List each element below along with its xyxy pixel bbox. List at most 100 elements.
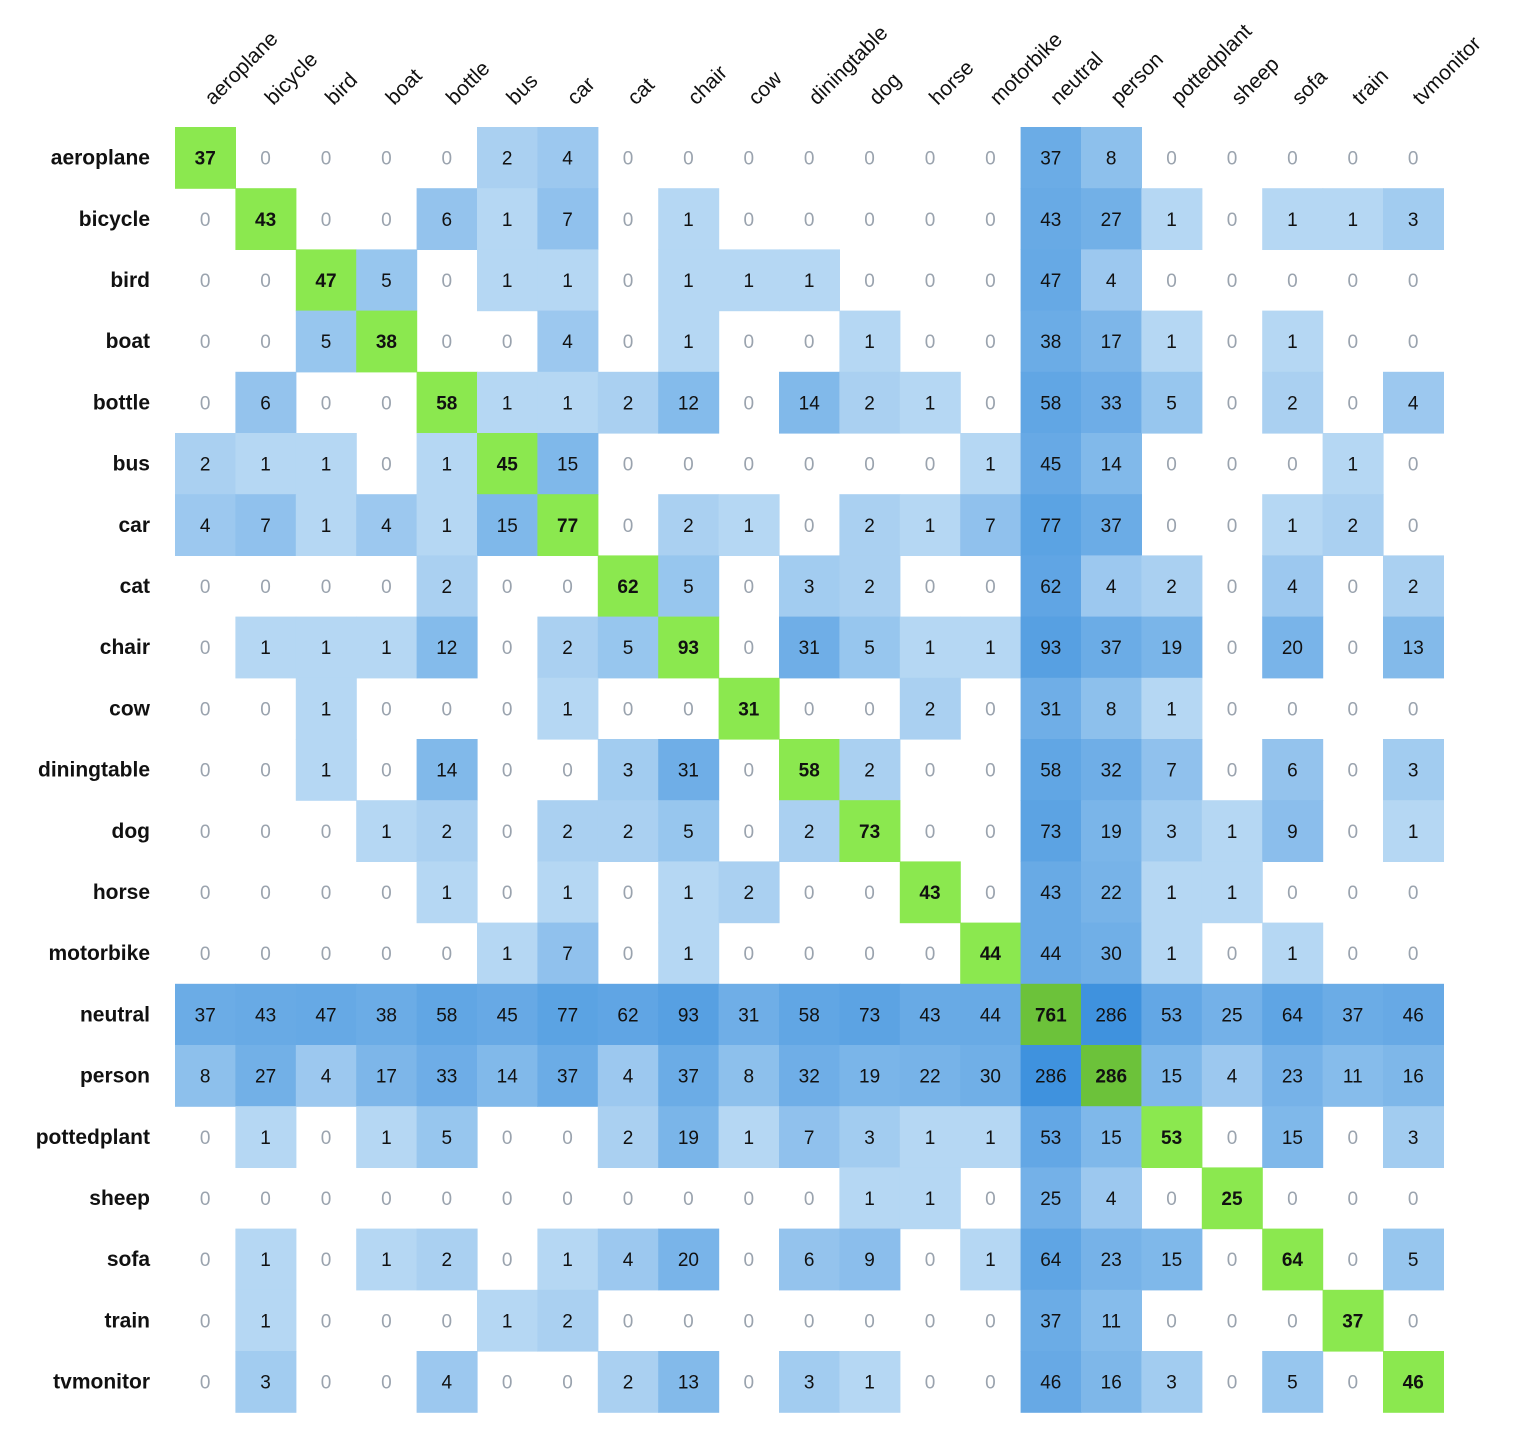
cell-value-person-cat: 4 (623, 1067, 634, 1088)
cell-value-sheep-pottedplant: 0 (1166, 1189, 1177, 1210)
cell-value-sofa-motorbike: 1 (985, 1250, 996, 1271)
heatmap-cell-diningtable-bottle (416, 739, 478, 801)
heatmap-cell-neutral-bottle (416, 983, 478, 1046)
cell-value-tvmonitor-bus: 0 (502, 1373, 513, 1394)
row-label-neutral: neutral (80, 1003, 150, 1026)
cell-value-sheep-train: 0 (1348, 1189, 1359, 1210)
cell-value-bottle-sofa: 2 (1287, 393, 1298, 414)
cell-value-sofa-bird: 0 (321, 1250, 332, 1271)
heatmap-cell-cow-neutral (1020, 677, 1082, 740)
cell-value-neutral-bicycle: 43 (255, 1005, 276, 1026)
cell-value-sheep-dog: 1 (864, 1189, 875, 1210)
row-label-sofa: sofa (107, 1248, 151, 1271)
heatmap-cell-boat-dog (839, 310, 901, 373)
cell-value-pottedplant-person: 15 (1101, 1128, 1122, 1149)
heatmap-cell-bird-boat (356, 249, 418, 312)
heatmap-cell-pottedplant-dog (839, 1106, 901, 1168)
heatmap-cell-dog-chair (658, 800, 720, 862)
cell-value-cat-dog: 2 (864, 577, 875, 598)
heatmap-cell-car-bus (477, 494, 538, 556)
heatmap-cell-neutral-cow (718, 983, 780, 1046)
cell-value-diningtable-tvmonitor: 3 (1408, 761, 1419, 782)
cell-value-bicycle-bicycle: 43 (255, 210, 276, 231)
cell-value-sofa-bicycle: 1 (260, 1250, 271, 1271)
cell-value-bicycle-boat: 0 (381, 210, 392, 231)
heatmap-cell-sofa-person (1081, 1228, 1142, 1291)
row-label-cat: cat (120, 575, 150, 598)
cell-value-tvmonitor-cow: 0 (744, 1373, 755, 1394)
heatmap-cell-bird-bird (295, 249, 357, 312)
cell-value-motorbike-diningtable: 0 (804, 944, 815, 965)
cell-value-cow-person: 8 (1106, 699, 1117, 720)
heatmap-cell-bicycle-sofa (1262, 188, 1324, 250)
column-label-tvmonitor: tvmonitor (1408, 32, 1485, 109)
heatmap-cell-tvmonitor-chair (658, 1351, 720, 1413)
cell-value-boat-aeroplane: 0 (200, 332, 211, 353)
cell-value-bottle-bicycle: 6 (260, 393, 271, 414)
cell-value-neutral-cat: 62 (617, 1005, 638, 1026)
cell-value-bottle-boat: 0 (381, 393, 392, 414)
cell-value-person-motorbike: 30 (980, 1067, 1001, 1088)
column-label-car: car (563, 73, 600, 110)
cell-value-diningtable-dog: 2 (864, 761, 875, 782)
heatmap-cell-person-person (1081, 1045, 1142, 1107)
heatmap-cell-motorbike-motorbike (960, 922, 1022, 985)
heatmap-cell-diningtable-chair (658, 739, 720, 801)
cell-value-diningtable-horse: 0 (925, 761, 936, 782)
cell-value-bus-sofa: 0 (1287, 455, 1298, 476)
cell-value-dog-cat: 2 (623, 822, 634, 843)
cell-value-bus-horse: 0 (925, 455, 936, 476)
row-label-bottle: bottle (93, 391, 150, 414)
cell-value-horse-sofa: 0 (1287, 883, 1298, 904)
column-label-horse: horse (925, 56, 978, 109)
heatmap-cell-chair-person (1081, 616, 1142, 679)
cell-value-bicycle-horse: 0 (925, 210, 936, 231)
heatmap-cell-boat-neutral (1020, 310, 1082, 373)
heatmap-cell-chair-boat (356, 616, 418, 679)
cell-value-person-pottedplant: 15 (1161, 1067, 1182, 1088)
heatmap-cell-cat-neutral (1020, 555, 1082, 618)
cell-value-bicycle-train: 1 (1348, 210, 1359, 231)
cell-value-motorbike-car: 7 (562, 944, 573, 965)
heatmap-cell-person-tvmonitor (1383, 1045, 1444, 1107)
heatmap-cell-aeroplane-car (537, 127, 599, 189)
cell-value-car-bicycle: 7 (260, 516, 271, 537)
heatmap-cell-dog-tvmonitor (1383, 800, 1444, 862)
cell-value-bus-train: 1 (1348, 455, 1359, 476)
heatmap-cell-bottle-car (537, 371, 599, 434)
cell-value-neutral-tvmonitor: 46 (1403, 1005, 1424, 1026)
heatmap-cell-bird-bus (477, 249, 538, 312)
heatmap-cell-diningtable-dog (839, 739, 901, 801)
cell-value-neutral-motorbike: 44 (980, 1005, 1002, 1026)
cell-value-boat-diningtable: 0 (804, 332, 815, 353)
cell-value-aeroplane-cat: 0 (623, 149, 634, 170)
heatmap-cell-chair-bottle (416, 616, 478, 679)
cell-value-car-motorbike: 7 (985, 516, 996, 537)
heatmap-cell-chair-horse (899, 616, 961, 679)
cell-value-sheep-sheep: 25 (1221, 1189, 1243, 1210)
column-label-bottle: bottle (442, 57, 495, 110)
cell-value-sofa-horse: 0 (925, 1250, 936, 1271)
cell-value-bicycle-bus: 1 (502, 210, 513, 231)
cell-value-cow-car: 1 (562, 699, 573, 720)
cell-value-neutral-bus: 45 (497, 1005, 518, 1026)
cell-value-train-chair: 0 (683, 1311, 694, 1332)
heatmap-cell-motorbike-bus (477, 922, 538, 985)
heatmap-cell-chair-car (537, 616, 599, 679)
cell-value-tvmonitor-bird: 0 (321, 1373, 332, 1394)
heatmap-cell-neutral-boat (356, 983, 418, 1046)
cell-value-motorbike-bottle: 0 (442, 944, 453, 965)
cell-value-chair-bird: 1 (321, 638, 332, 659)
cell-value-pottedplant-aeroplane: 0 (200, 1128, 211, 1149)
cell-value-person-sofa: 23 (1282, 1067, 1303, 1088)
cell-value-bird-chair: 1 (683, 271, 694, 292)
cell-value-motorbike-aeroplane: 0 (200, 944, 211, 965)
cell-value-car-sofa: 1 (1287, 516, 1298, 537)
cell-value-neutral-bottle: 58 (436, 1005, 457, 1026)
cell-value-bus-bicycle: 1 (260, 455, 271, 476)
heatmap-cell-tvmonitor-sofa (1262, 1351, 1324, 1413)
cell-value-boat-cow: 0 (744, 332, 755, 353)
cell-value-neutral-bird: 47 (315, 1005, 336, 1026)
cell-value-diningtable-aeroplane: 0 (200, 761, 211, 782)
cell-value-person-cow: 8 (744, 1067, 755, 1088)
